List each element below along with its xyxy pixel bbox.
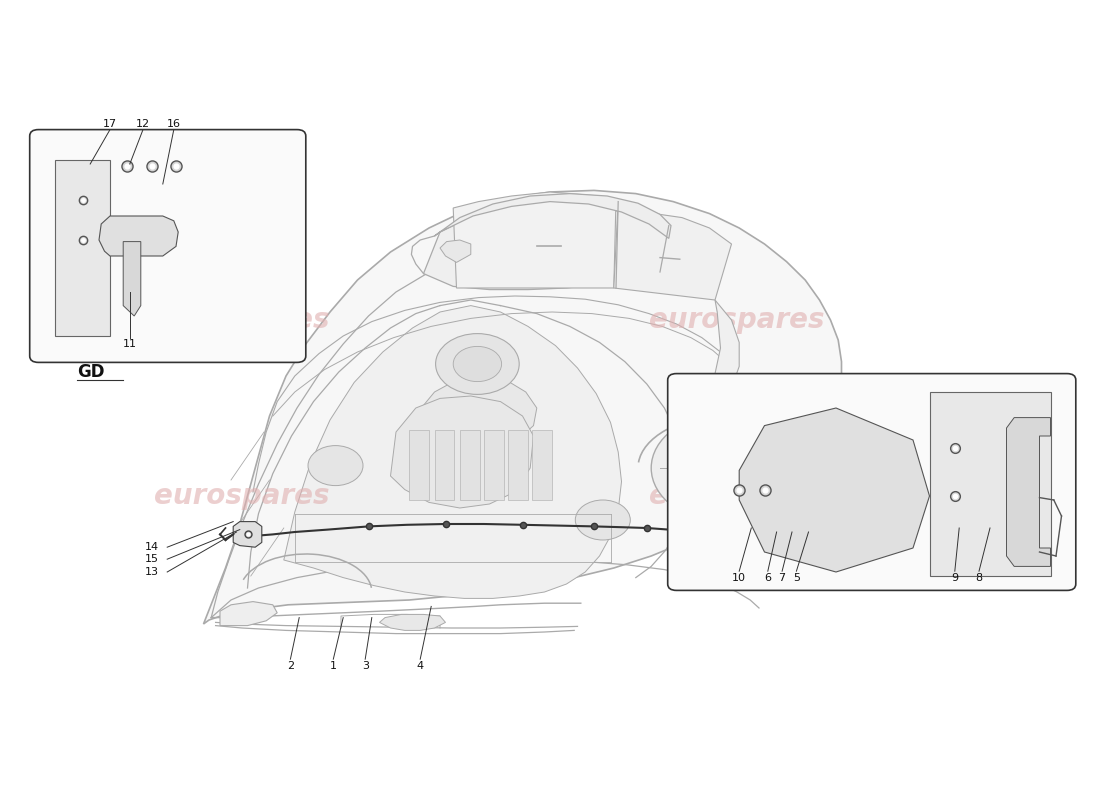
Polygon shape — [204, 190, 842, 624]
FancyBboxPatch shape — [668, 374, 1076, 590]
Circle shape — [308, 446, 363, 486]
Polygon shape — [424, 202, 673, 290]
Text: 7: 7 — [779, 573, 785, 582]
Polygon shape — [55, 160, 110, 336]
Bar — [434, 430, 454, 500]
Bar — [460, 430, 480, 500]
Text: 3: 3 — [362, 661, 369, 670]
Bar — [532, 430, 552, 500]
Polygon shape — [390, 396, 534, 508]
Text: eurospares: eurospares — [649, 306, 825, 334]
Bar — [484, 430, 504, 500]
Text: 12: 12 — [136, 119, 150, 129]
Polygon shape — [739, 408, 930, 572]
Polygon shape — [676, 300, 739, 440]
Text: 17: 17 — [103, 119, 117, 129]
Text: 15: 15 — [145, 554, 158, 564]
Polygon shape — [440, 240, 471, 262]
Polygon shape — [453, 192, 616, 288]
Polygon shape — [220, 602, 277, 626]
FancyBboxPatch shape — [30, 130, 306, 362]
Polygon shape — [614, 202, 732, 300]
Text: 14: 14 — [145, 542, 158, 552]
Circle shape — [575, 500, 630, 540]
Polygon shape — [233, 522, 262, 547]
Text: 13: 13 — [145, 567, 158, 577]
Text: 8: 8 — [976, 573, 982, 582]
Text: GD: GD — [77, 363, 104, 381]
Text: eurospares: eurospares — [154, 482, 330, 510]
Polygon shape — [379, 614, 446, 630]
Bar — [508, 430, 528, 500]
Polygon shape — [123, 242, 141, 316]
Polygon shape — [418, 376, 537, 444]
Polygon shape — [434, 194, 671, 238]
Text: 4: 4 — [417, 661, 424, 670]
Text: 6: 6 — [764, 573, 771, 582]
Text: eurospares: eurospares — [649, 482, 825, 510]
Polygon shape — [284, 306, 622, 598]
Text: 9: 9 — [952, 573, 958, 582]
Text: 16: 16 — [167, 119, 180, 129]
Polygon shape — [1006, 418, 1050, 566]
Polygon shape — [930, 392, 1050, 576]
Text: 5: 5 — [793, 573, 800, 582]
Circle shape — [453, 346, 502, 382]
Bar — [409, 430, 429, 500]
Text: eurospares: eurospares — [154, 306, 330, 334]
Circle shape — [706, 454, 746, 482]
Polygon shape — [99, 216, 178, 256]
Text: 2: 2 — [287, 661, 294, 670]
Circle shape — [436, 334, 519, 394]
Text: 10: 10 — [733, 573, 746, 582]
Text: 11: 11 — [123, 339, 136, 349]
Circle shape — [651, 414, 801, 522]
Text: 1: 1 — [330, 661, 337, 670]
